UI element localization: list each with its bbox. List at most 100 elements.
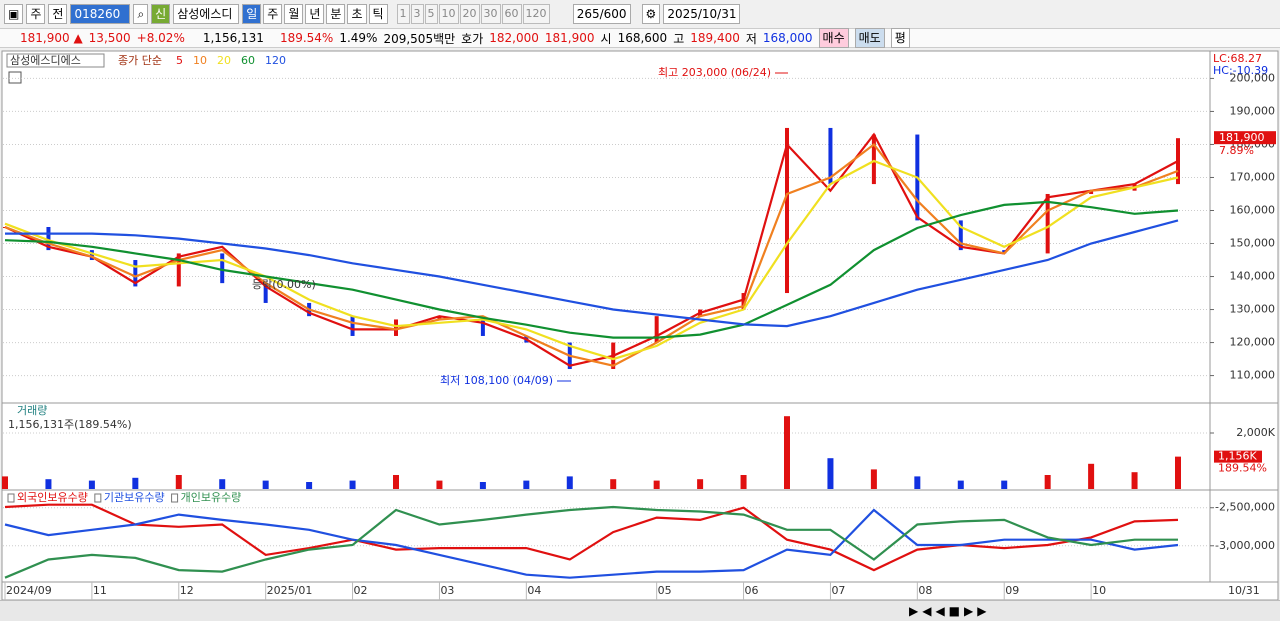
x-tick-label: 06 (745, 584, 759, 597)
candle (480, 316, 485, 336)
volume-bar (827, 458, 834, 489)
eval-button[interactable]: 평 (890, 28, 910, 48)
buy-button[interactable]: 매수 (818, 28, 849, 48)
code-input[interactable]: 018260 (70, 4, 131, 24)
candle (220, 253, 225, 284)
interval-button[interactable]: 30 (480, 4, 501, 24)
candle (741, 293, 746, 310)
candle (828, 127, 833, 185)
tools[interactable]: ⚙ (641, 4, 661, 24)
scrollbar[interactable]: ▶◀◀■▶▶ (0, 600, 1280, 621)
stock-name[interactable]: 삼성에스디 (173, 4, 240, 24)
date[interactable]: 2025/10/31 (663, 4, 741, 24)
x-tick-label: 11 (93, 584, 107, 597)
x-tick-label: 05 (658, 584, 672, 597)
icon[interactable] (8, 71, 22, 84)
interval-button[interactable]: 5 (424, 4, 438, 24)
volume-bar (2, 476, 8, 489)
candle (1089, 190, 1094, 194)
candle (1045, 193, 1050, 254)
interval-button[interactable]: 3 (410, 4, 424, 24)
x-tick-label: 2024/09 (6, 584, 52, 597)
x-tick-label: 2025/01 (267, 584, 313, 597)
period-button[interactable]: 월 (284, 4, 304, 24)
volume-bar (957, 480, 964, 489)
y-tick-label: 160,000 (1230, 203, 1276, 216)
last-date: 10/31 (1228, 584, 1260, 597)
volume-bar (1001, 480, 1008, 489)
legend-entry: 외국인보유수량 (17, 491, 88, 504)
price: 181,900 ▲ (20, 31, 83, 45)
ask: 182,000 (489, 31, 539, 45)
x-tick-label: 02 (354, 584, 368, 597)
volume-bar (1088, 463, 1095, 489)
volume-bar (349, 480, 356, 489)
x-tick-label: 07 (831, 584, 845, 597)
volume-bar (566, 476, 573, 489)
volume-bar (306, 482, 313, 489)
last-volume-ratio: 189.54% (1218, 462, 1267, 475)
annotation: 최저 108,100 (04/09) (440, 374, 553, 387)
x-tick-label: 10 (1092, 584, 1106, 597)
series-line (4, 505, 1178, 579)
period-button[interactable]: 년 (305, 4, 325, 24)
period-button[interactable]: 주 (263, 4, 283, 24)
y-tick-label: 130,000 (1230, 303, 1276, 316)
period-button[interactable]: 분 (326, 4, 346, 24)
interval-button[interactable]: 10 (438, 4, 459, 24)
icon[interactable]: ▣ (4, 4, 24, 24)
prev[interactable]: 전 (48, 4, 68, 24)
x-tick-label: 08 (918, 584, 932, 597)
volume-bar (393, 475, 399, 489)
change: 13,500 (88, 31, 131, 45)
x-tick-label: 12 (180, 584, 194, 597)
search[interactable]: ⌕ (133, 4, 149, 24)
bid: 181,900 (544, 31, 595, 45)
volume-bar (697, 479, 704, 489)
candle (176, 253, 181, 287)
count[interactable]: 265/600 (572, 4, 631, 24)
y-tick-label: 190,000 (1230, 104, 1276, 117)
volume-title: 거래량 (17, 404, 47, 417)
interval-button[interactable]: 1 (396, 4, 410, 24)
volume-subtitle: 1,156,131주(189.54%) (8, 418, 132, 431)
nav-icons[interactable]: ▶◀◀■▶▶ (909, 604, 991, 618)
legend-label: 종가 단순 (118, 54, 162, 67)
period-button[interactable]: 틱 (368, 4, 388, 24)
volume-ratio: 189.54% (279, 31, 334, 45)
info-bar: 181,900 ▲ 13,500 +8.02% 1,156,131 189.54… (0, 28, 1280, 48)
last-volume: 1,156K (1218, 450, 1257, 463)
volume-bar (45, 479, 52, 489)
period-button[interactable]: 초 (347, 4, 367, 24)
interval-button[interactable]: 120 (522, 4, 550, 24)
volume-bar (1044, 475, 1051, 489)
x-tick-label: 09 (1005, 584, 1019, 597)
sell-button[interactable]: 매도 (854, 28, 885, 48)
last-change: 7.89% (1219, 144, 1254, 157)
volume-bar (88, 480, 95, 489)
legend-entry: 기관보유수량 (104, 491, 165, 504)
period-button[interactable]: 일 (242, 4, 262, 24)
volume: 1,156,131 (202, 31, 264, 45)
legend-entry: 120 (265, 54, 286, 67)
candle (871, 134, 876, 185)
y-tick-label: 140,000 (1230, 270, 1276, 283)
volume-bar (1175, 456, 1181, 489)
change-rate: +8.02% (136, 31, 185, 45)
interval-button[interactable]: 60 (501, 4, 522, 24)
volume-bar (479, 482, 486, 489)
candle (350, 316, 355, 336)
last-price-tag (1214, 131, 1276, 145)
volume-bar (870, 469, 877, 489)
legend-icon (94, 493, 102, 503)
period-type[interactable]: 주 (26, 4, 46, 24)
x-tick-label: 03 (440, 584, 454, 597)
interval-button[interactable]: 20 (459, 4, 480, 24)
volume-bar (262, 480, 269, 489)
y-tick-label: 170,000 (1230, 170, 1276, 183)
legend-entry: 개인보유수량 (181, 491, 242, 504)
low-label: 저 (745, 31, 757, 46)
legend-entry: 10 (193, 54, 207, 67)
